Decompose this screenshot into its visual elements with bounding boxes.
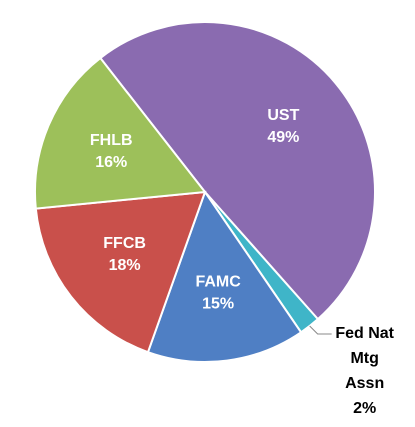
slice-label: FAMC	[195, 273, 241, 290]
slice-value-label: 15%	[202, 295, 234, 312]
pie	[34, 21, 376, 363]
slice-label: FFCB	[103, 235, 146, 252]
leader-line	[309, 325, 332, 335]
label-line: Fed Nat	[335, 325, 394, 342]
labels: UST 49% Fed Nat Mtg Assn 2% FAMC 15% FFCB 18% FHLB…	[90, 107, 395, 417]
slice-label: Fed Nat Mtg Assn	[335, 325, 394, 392]
slice-value-label: 49%	[267, 129, 299, 146]
pie-slice	[34, 56, 207, 210]
slice-value-label: 18%	[109, 257, 141, 274]
pie-slice	[146, 189, 303, 363]
label-line: Assn	[345, 375, 384, 392]
pie-slice	[98, 21, 376, 321]
slice-value-label: 2%	[353, 400, 376, 417]
slice-label: FHLB	[90, 132, 133, 149]
slice-value-label: 16%	[95, 154, 127, 171]
label-line: Mtg	[350, 350, 378, 367]
slice-label: UST	[267, 107, 299, 124]
pie-slice	[34, 190, 207, 354]
